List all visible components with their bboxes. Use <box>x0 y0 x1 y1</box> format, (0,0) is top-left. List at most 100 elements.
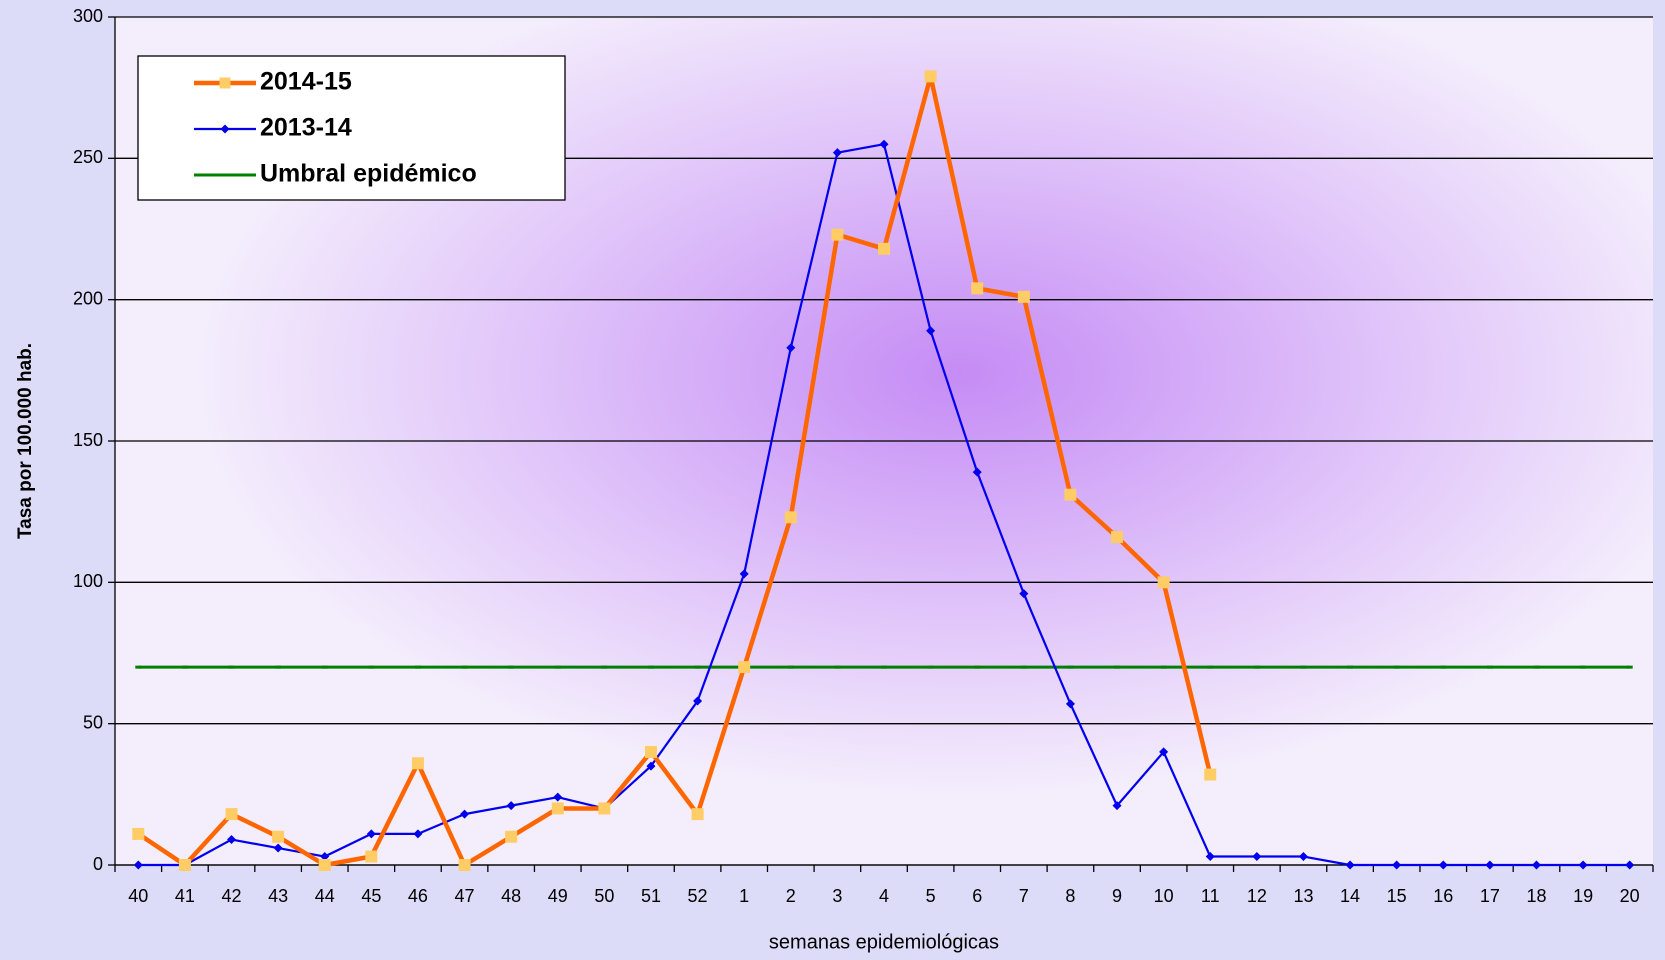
y-tick-label: 100 <box>73 571 103 591</box>
marker <box>365 850 378 863</box>
marker <box>1438 860 1448 870</box>
legend-marker <box>220 124 230 134</box>
marker <box>691 808 704 821</box>
marker <box>320 852 330 862</box>
marker <box>460 809 470 819</box>
marker <box>1204 768 1217 781</box>
marker <box>411 757 424 770</box>
y-tick-label: 300 <box>73 6 103 26</box>
marker <box>1065 699 1075 709</box>
marker <box>227 835 237 845</box>
x-tick-label: 44 <box>315 886 335 906</box>
marker <box>1112 801 1122 811</box>
x-tick-label: 20 <box>1620 886 1640 906</box>
x-tick-label: 12 <box>1247 886 1267 906</box>
x-axis-title: semanas epidemiológicas <box>769 931 999 953</box>
x-tick-label: 43 <box>268 886 288 906</box>
x-tick-label: 6 <box>972 886 982 906</box>
marker <box>693 696 703 706</box>
marker <box>598 802 611 815</box>
marker <box>972 467 982 477</box>
marker <box>553 792 563 802</box>
marker <box>458 859 471 871</box>
x-tick-label: 45 <box>361 886 381 906</box>
marker <box>1019 589 1029 599</box>
legend-label: 2014-15 <box>260 68 352 96</box>
marker <box>879 139 889 149</box>
x-tick-label: 46 <box>408 886 428 906</box>
x-tick-label: 18 <box>1526 886 1546 906</box>
marker <box>318 859 331 871</box>
x-tick-label: 14 <box>1340 886 1360 906</box>
marker <box>786 343 796 353</box>
y-tick-label: 250 <box>73 147 103 167</box>
marker <box>506 801 516 811</box>
x-tick-label: 3 <box>832 886 842 906</box>
x-tick-label: 13 <box>1293 886 1313 906</box>
legend-marker <box>219 77 231 89</box>
marker <box>273 843 283 853</box>
marker <box>132 827 145 840</box>
legend-label: 2013-14 <box>260 114 352 142</box>
x-tick-label: 5 <box>926 886 936 906</box>
x-tick-label: 47 <box>455 886 475 906</box>
x-tick-label: 1 <box>739 886 749 906</box>
marker <box>225 808 238 821</box>
marker <box>1578 860 1588 870</box>
marker <box>1205 852 1215 862</box>
marker <box>926 326 936 336</box>
marker <box>178 859 191 871</box>
x-tick-label: 41 <box>175 886 195 906</box>
marker <box>1064 488 1077 501</box>
marker <box>739 569 749 579</box>
marker <box>1531 860 1541 870</box>
marker <box>878 242 890 255</box>
x-tick-label: 40 <box>128 886 148 906</box>
marker <box>738 661 751 674</box>
x-tick-label: 52 <box>688 886 708 906</box>
marker <box>644 745 657 758</box>
x-tick-label: 2 <box>786 886 796 906</box>
marker <box>1252 852 1262 862</box>
marker <box>272 830 285 843</box>
marker <box>133 860 143 870</box>
marker <box>784 511 797 524</box>
x-tick-label: 15 <box>1387 886 1407 906</box>
marker <box>1625 860 1635 870</box>
x-tick-label: 48 <box>501 886 521 906</box>
marker <box>971 282 984 295</box>
x-tick-label: 17 <box>1480 886 1500 906</box>
y-axis-title: Tasa por 100.000 hab. <box>15 343 36 539</box>
y-tick-label: 200 <box>73 288 103 308</box>
x-tick-label: 11 <box>1201 886 1220 906</box>
marker <box>924 70 937 83</box>
x-tick-label: 50 <box>594 886 614 906</box>
marker <box>1157 576 1170 589</box>
x-tick-label: 42 <box>221 886 241 906</box>
marker <box>413 829 423 839</box>
marker <box>1111 531 1124 544</box>
x-tick-label: 7 <box>1019 886 1029 906</box>
marker <box>831 228 844 241</box>
marker <box>1392 860 1402 870</box>
x-tick-label: 51 <box>641 886 661 906</box>
marker <box>505 830 518 843</box>
series-line <box>137 74 1213 868</box>
marker <box>646 761 656 771</box>
x-tick-label: 10 <box>1154 886 1174 906</box>
marker <box>1298 852 1308 862</box>
x-tick-label: 49 <box>548 886 568 906</box>
y-tick-label: 150 <box>73 430 103 450</box>
y-tick-label: 50 <box>83 712 103 732</box>
marker <box>1485 860 1495 870</box>
marker <box>366 829 376 839</box>
marker <box>1159 747 1169 757</box>
marker <box>1345 860 1355 870</box>
marker <box>551 802 564 815</box>
x-tick-label: 4 <box>879 886 889 906</box>
y-tick-label: 0 <box>93 854 103 874</box>
x-tick-label: 16 <box>1433 886 1453 906</box>
marker <box>832 148 842 158</box>
x-tick-label: 19 <box>1573 886 1593 906</box>
